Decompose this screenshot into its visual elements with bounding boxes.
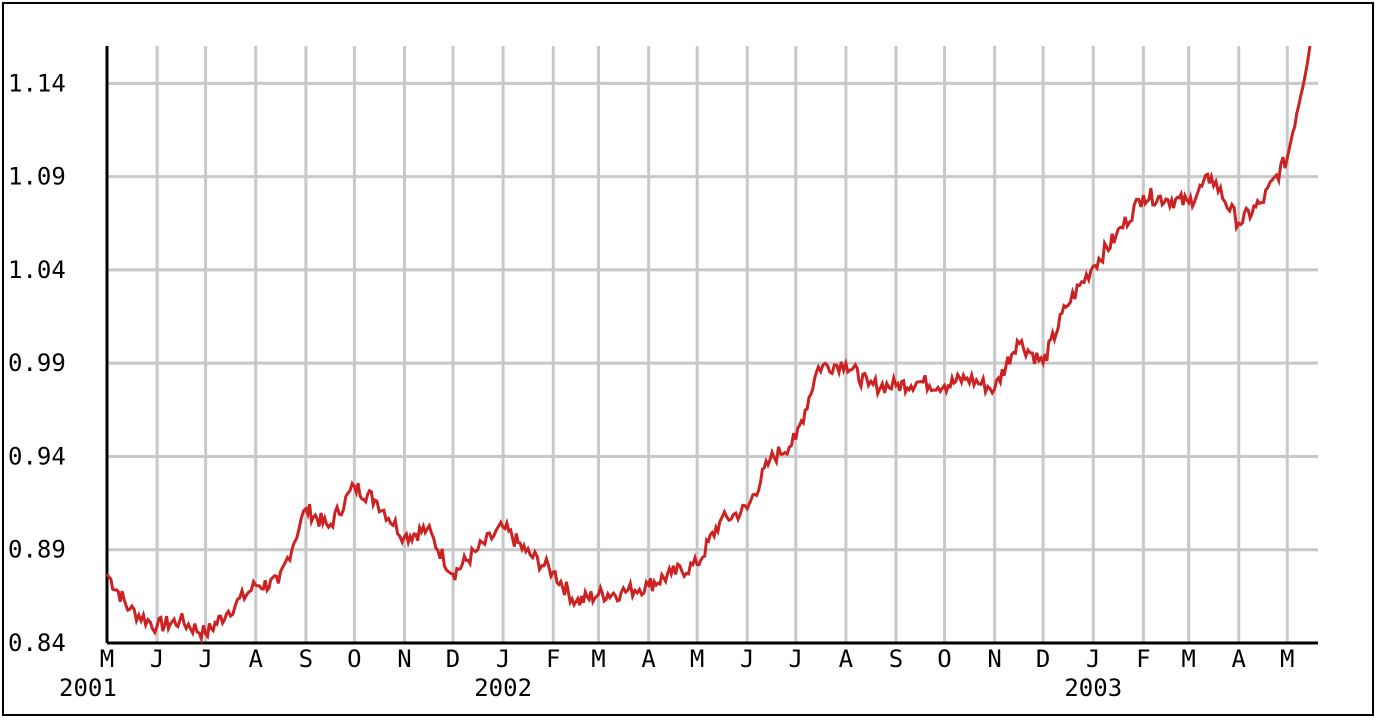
x-tick-label: S <box>889 645 903 673</box>
x-tick-label: M <box>100 645 114 673</box>
x-tick-label: F <box>546 645 560 673</box>
x-tick-label: S <box>299 645 313 673</box>
x-tick-label: M <box>690 645 704 673</box>
x-tick-label: J <box>740 645 754 673</box>
y-tick-labels: 0.84 0.89 0.94 0.99 1.04 1.09 1.14 <box>8 69 66 657</box>
year-labels: 2001 2002 2003 <box>59 674 1122 702</box>
x-tick-label: J <box>150 645 164 673</box>
y-tick-label: 0.84 <box>8 629 66 657</box>
year-label: 2003 <box>1064 674 1122 702</box>
x-tick-label: J <box>496 645 510 673</box>
vertical-gridlines <box>105 46 1289 643</box>
x-tick-label: A <box>1232 645 1247 673</box>
y-tick-label: 0.99 <box>8 349 66 377</box>
x-tick-label: M <box>591 645 605 673</box>
x-tick-label: A <box>839 645 854 673</box>
x-tick-label: J <box>789 645 803 673</box>
x-tick-label: M <box>1181 645 1195 673</box>
x-tick-label: M <box>1280 645 1294 673</box>
x-tick-label: O <box>937 645 951 673</box>
x-tick-label: N <box>397 645 411 673</box>
y-tick-label: 0.89 <box>8 536 66 564</box>
y-tick-label: 1.09 <box>8 163 66 191</box>
year-label: 2002 <box>474 674 532 702</box>
x-tick-label: D <box>446 645 460 673</box>
x-tick-label: F <box>1136 645 1150 673</box>
year-label: 2001 <box>59 674 117 702</box>
x-tick-label: J <box>1086 645 1100 673</box>
series-line <box>105 45 1312 645</box>
x-tick-label: J <box>198 645 212 673</box>
x-tick-label: A <box>641 645 656 673</box>
x-tick-label: D <box>1036 645 1050 673</box>
x-tick-label: A <box>249 645 264 673</box>
x-tick-label: O <box>347 645 361 673</box>
y-tick-label: 1.04 <box>8 256 66 284</box>
y-tick-label: 1.14 <box>8 69 66 97</box>
y-tick-label: 0.94 <box>8 442 66 470</box>
x-tick-label: N <box>987 645 1001 673</box>
